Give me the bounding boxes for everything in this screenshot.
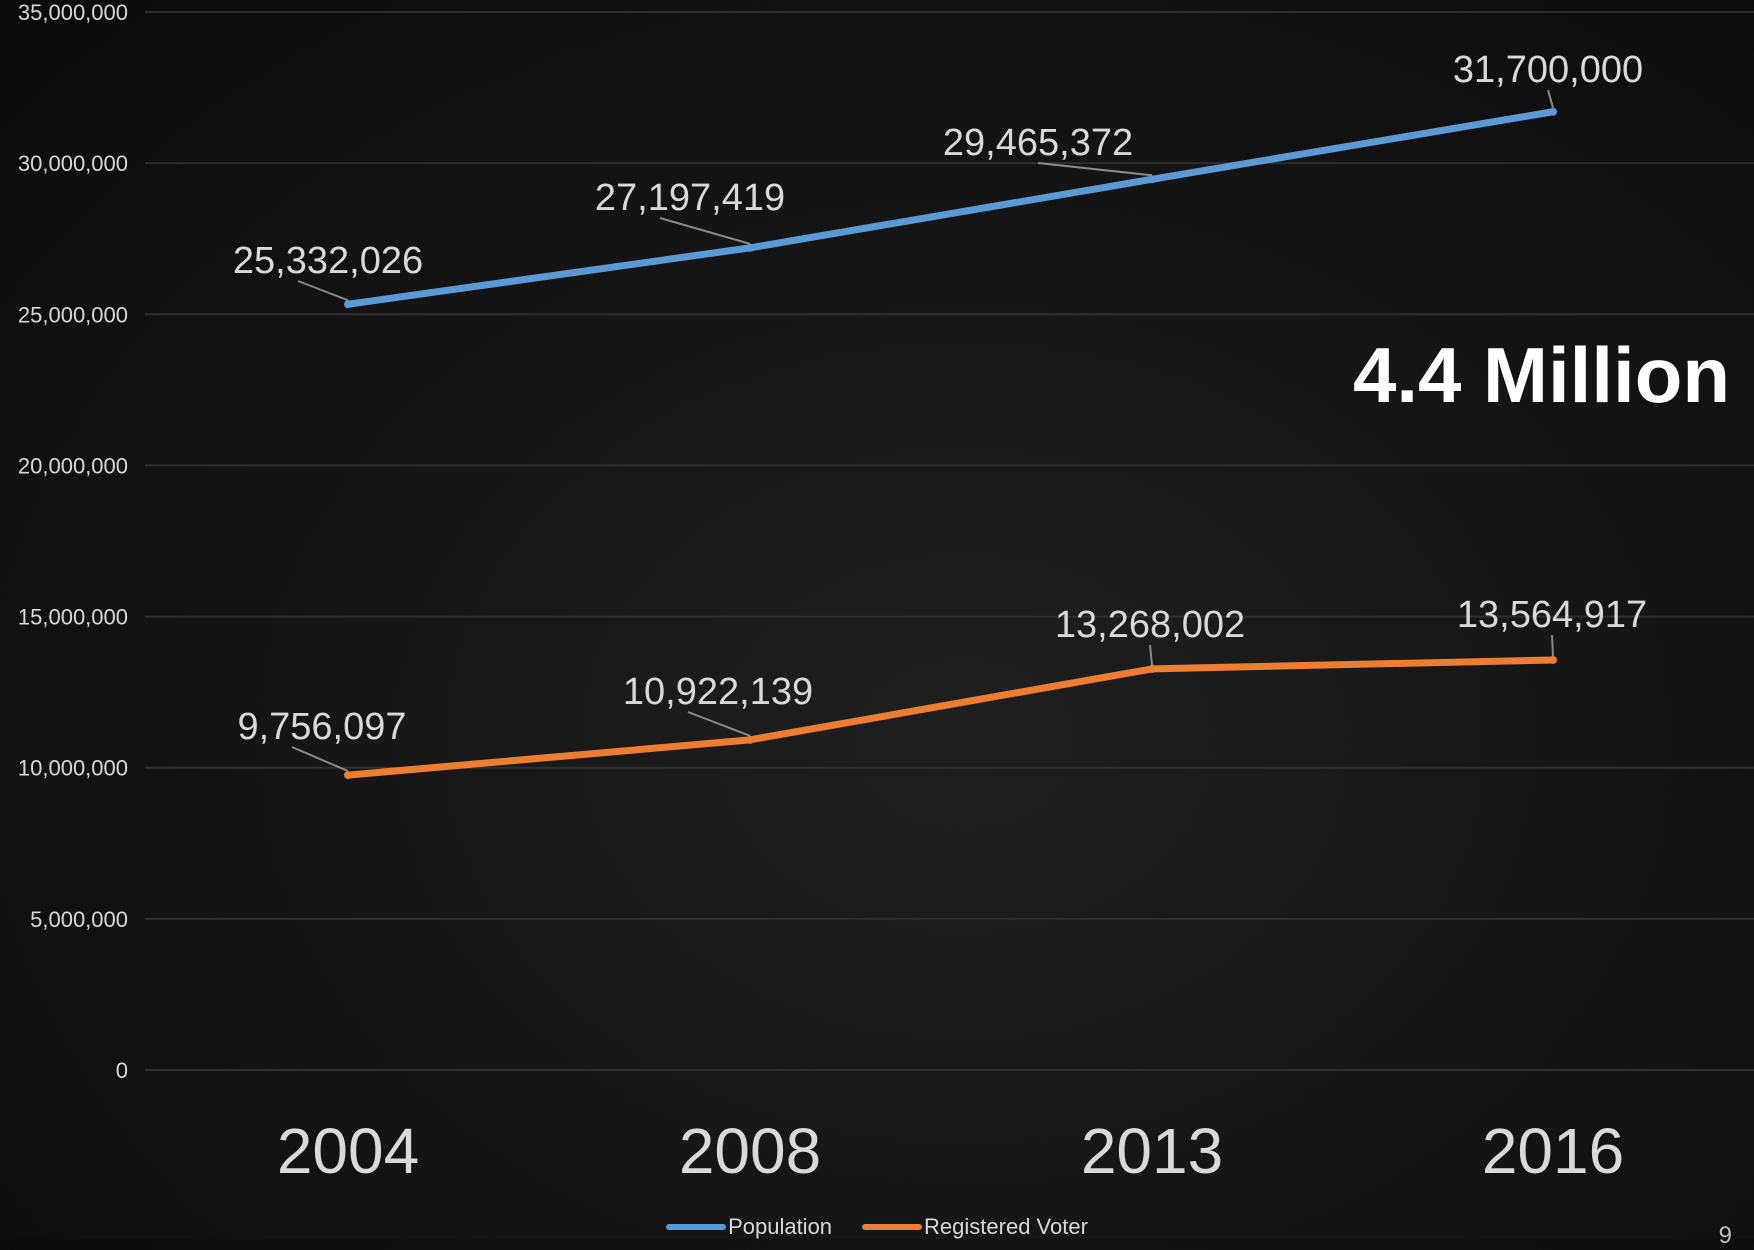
data-label: 31,700,000 bbox=[1453, 49, 1643, 91]
legend-swatch-registered-voter bbox=[862, 1224, 923, 1230]
y-tick-label: 20,000,000 bbox=[18, 453, 128, 478]
y-tick-label: 35,000,000 bbox=[18, 0, 128, 25]
y-tick-label: 10,000,000 bbox=[18, 756, 128, 781]
data-point bbox=[344, 300, 352, 309]
x-tick-label: 2004 bbox=[277, 1115, 419, 1187]
leader-line bbox=[1547, 89, 1554, 109]
leader-line bbox=[1037, 162, 1153, 177]
slide-number: 9 bbox=[1718, 1222, 1732, 1249]
x-tick-label: 2013 bbox=[1081, 1115, 1223, 1187]
series-line bbox=[344, 656, 1557, 779]
data-label: 29,465,372 bbox=[943, 122, 1133, 164]
data-label: 9,756,097 bbox=[237, 706, 406, 748]
chart-legend: Population Registered Voter bbox=[0, 1214, 1754, 1240]
data-label: 13,268,002 bbox=[1055, 604, 1245, 646]
data-label: 25,332,026 bbox=[233, 240, 423, 282]
leader-line bbox=[291, 746, 349, 773]
y-tick-label: 30,000,000 bbox=[18, 151, 128, 176]
x-tick-label: 2016 bbox=[1482, 1115, 1624, 1187]
leader-line bbox=[1149, 644, 1153, 666]
data-point bbox=[746, 735, 754, 744]
data-label: 10,922,139 bbox=[623, 671, 813, 713]
data-point bbox=[1148, 664, 1156, 673]
data-label: 13,564,917 bbox=[1457, 594, 1647, 636]
legend-item-registered-voter: Registered Voter bbox=[862, 1214, 1088, 1240]
y-tick-label: 5,000,000 bbox=[30, 907, 128, 932]
y-tick-label: 0 bbox=[116, 1058, 128, 1083]
series-line bbox=[344, 108, 1557, 308]
data-point bbox=[746, 243, 754, 252]
data-point bbox=[344, 771, 352, 780]
y-tick-label: 15,000,000 bbox=[18, 605, 128, 630]
legend-label-population: Population bbox=[728, 1214, 833, 1239]
legend-label-registered-voter: Registered Voter bbox=[924, 1214, 1088, 1239]
leader-line bbox=[1551, 634, 1554, 656]
x-tick-label: 2008 bbox=[679, 1115, 821, 1187]
data-point bbox=[1549, 107, 1557, 116]
leader-line bbox=[659, 217, 751, 245]
leader-line bbox=[297, 280, 349, 302]
legend-swatch-population bbox=[666, 1224, 727, 1230]
data-point bbox=[1148, 175, 1156, 184]
y-tick-label: 25,000,000 bbox=[18, 302, 128, 327]
data-point bbox=[1549, 655, 1557, 664]
legend-item-population: Population bbox=[666, 1214, 832, 1240]
leader-line bbox=[687, 711, 751, 737]
data-label: 27,197,419 bbox=[595, 177, 785, 219]
callout-text: 4.4 Million bbox=[1352, 331, 1730, 419]
